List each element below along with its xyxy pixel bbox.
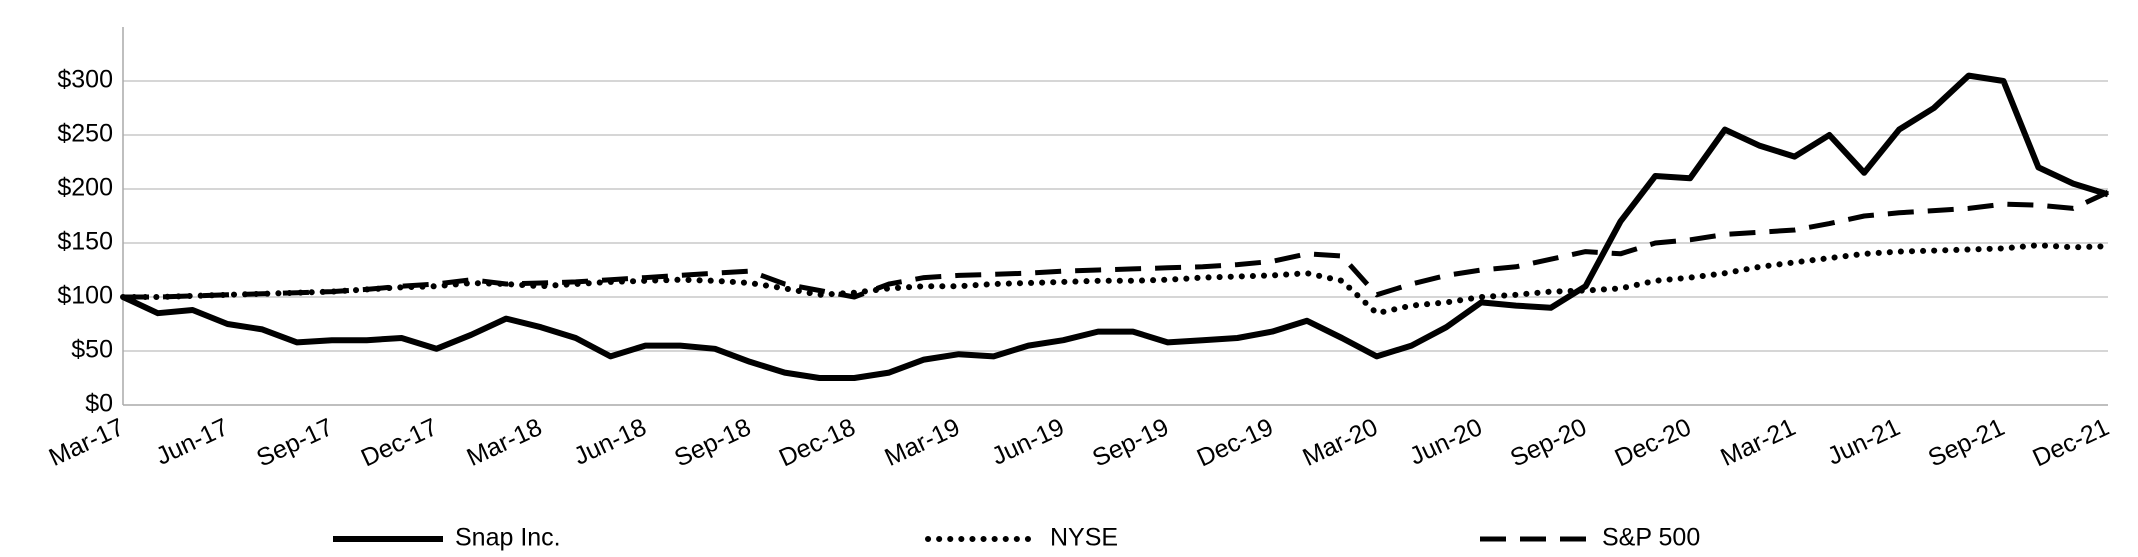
series-line [121,72,2109,381]
x-tick-label: Dec-19 [1193,413,1278,472]
x-tick-label: Sep-18 [670,413,755,472]
x-tick-label: Dec-17 [357,413,442,472]
x-tick-label: Sep-20 [1506,413,1591,472]
x-tick-label: Mar-17 [45,413,129,472]
x-tick-label: Jun-19 [987,413,1068,471]
x-tick-label: Dec-18 [775,413,860,472]
y-tick-label: $200 [57,174,113,202]
legend-label: Snap Inc. [455,524,561,552]
x-tick-label: Dec-20 [1611,413,1696,472]
x-tick-label: Mar-19 [881,413,965,472]
x-tick-label: Mar-18 [463,413,547,472]
x-tick-label: Dec-21 [2028,413,2113,472]
legend-label: NYSE [1050,524,1118,552]
series-line [123,189,2110,300]
series-line [120,242,2111,317]
y-tick-label: $150 [57,228,113,256]
x-tick-label: Sep-17 [252,413,337,472]
x-tick-label: Jun-17 [152,413,233,471]
y-tick-label: $100 [57,282,113,310]
legend-label: S&P 500 [1602,524,1700,552]
x-tick-label: Sep-19 [1088,413,1173,472]
y-tick-label: $300 [57,66,113,94]
x-tick-label: Mar-20 [1298,413,1382,472]
x-tick-label: Jun-18 [570,413,651,471]
x-tick-label: Mar-21 [1716,413,1800,472]
x-tick-label: Jun-21 [1823,413,1904,471]
x-tick-label: Sep-21 [1924,413,2009,472]
x-tick-label: Jun-20 [1405,413,1486,471]
y-tick-label: $50 [71,336,113,364]
y-tick-label: $0 [85,390,113,418]
y-tick-label: $250 [57,120,113,148]
